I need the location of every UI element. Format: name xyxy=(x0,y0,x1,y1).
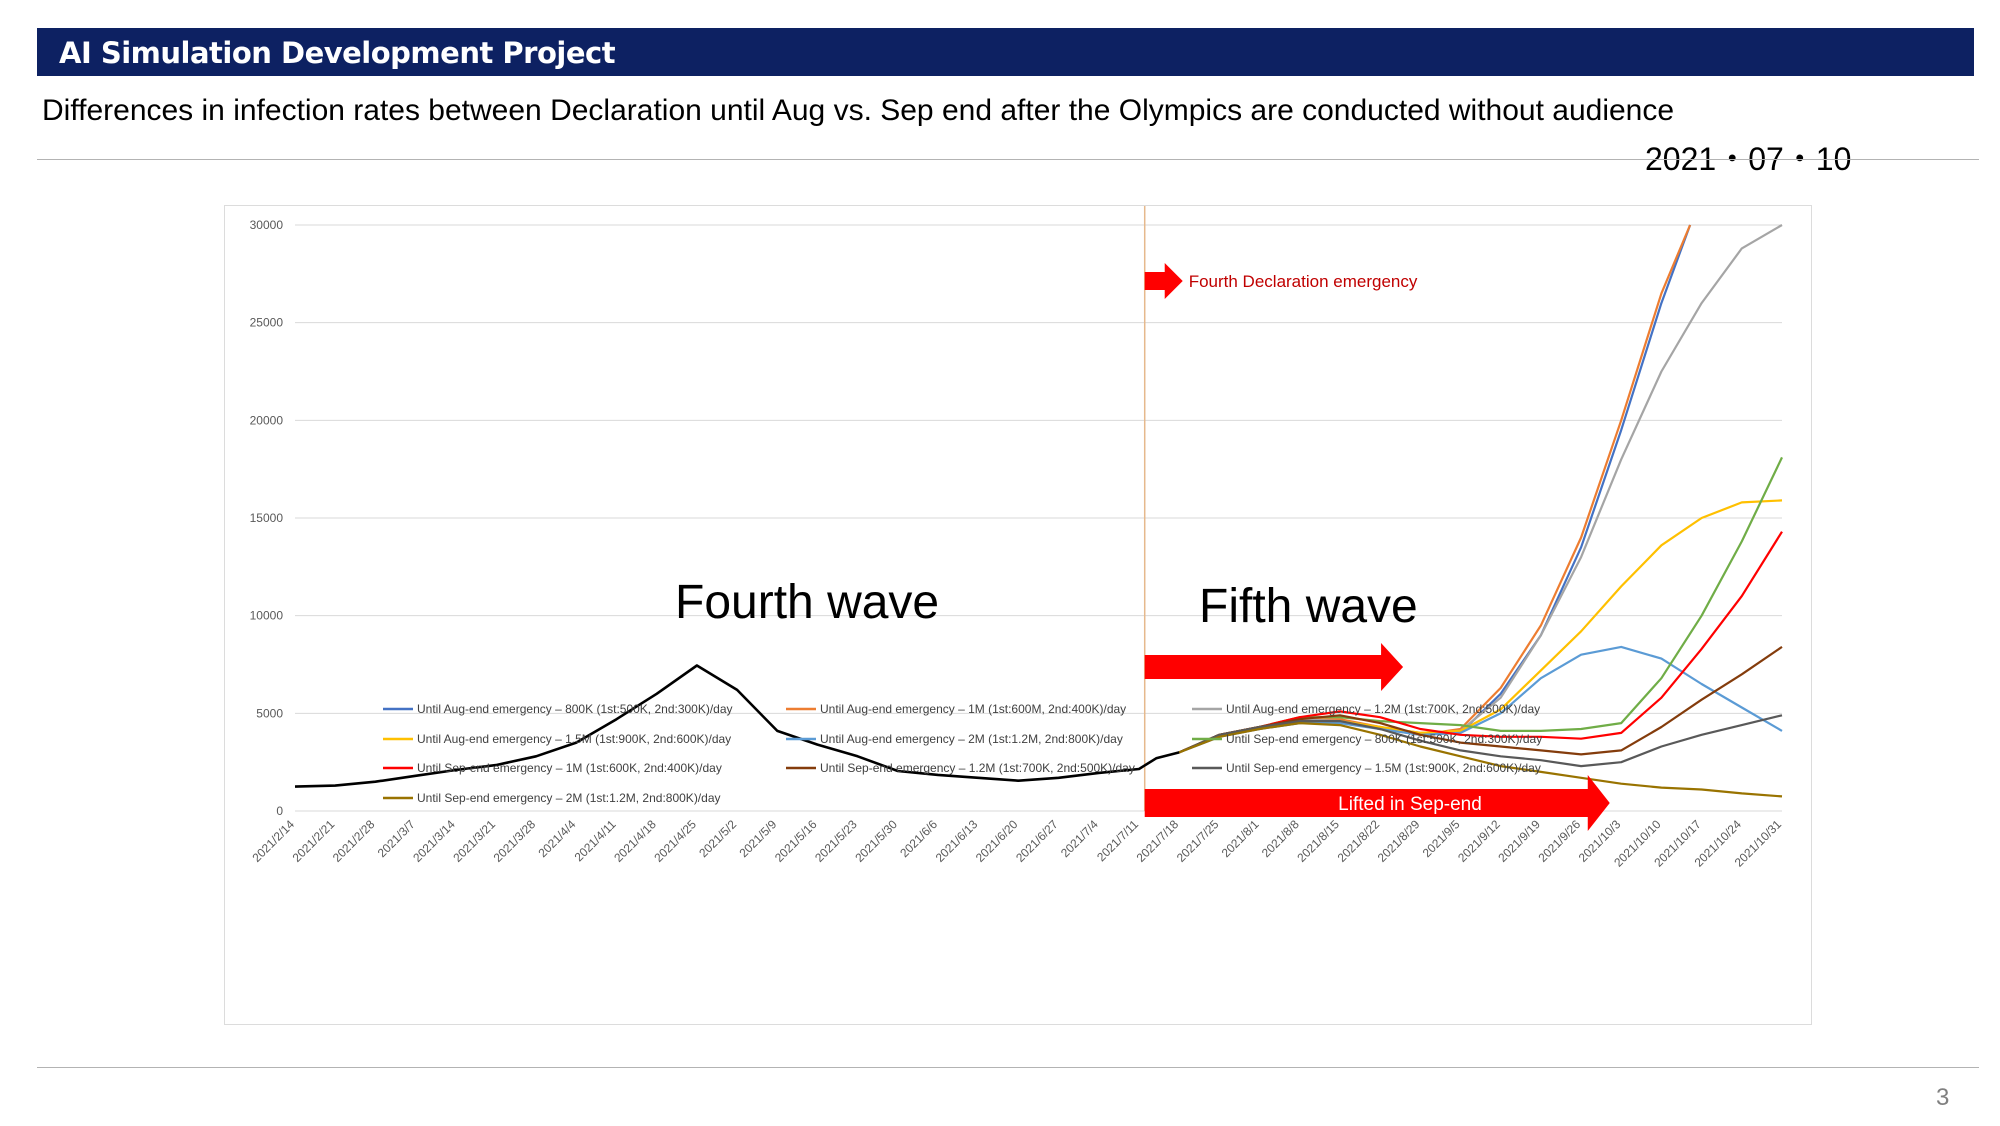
y-tick-label: 25000 xyxy=(250,316,284,330)
x-tick-label: 2021/8/29 xyxy=(1375,817,1423,865)
x-tick-label: 2021/6/27 xyxy=(1013,817,1061,865)
x-tick-label: 2021/4/18 xyxy=(611,817,659,865)
legend-label: Until Aug-end emergency – 1.5M (1st:900K… xyxy=(417,732,731,746)
top-divider xyxy=(37,159,1979,160)
lifted-arrow xyxy=(1144,775,1610,831)
x-tick-label: 2021/2/14 xyxy=(249,817,297,865)
lifted-label: Lifted in Sep-end xyxy=(1338,794,1482,815)
header-title: AI Simulation Development Project xyxy=(59,36,616,70)
series-line-9 xyxy=(1178,714,1783,768)
legend-label: Until Sep-end emergency – 800K (1st:500K… xyxy=(1226,732,1542,746)
x-tick-label: 2021/8/1 xyxy=(1219,817,1262,860)
x-tick-label: 2021/9/26 xyxy=(1536,817,1584,865)
y-tick-label: 5000 xyxy=(256,706,283,720)
fourth-wave-label: Fourth wave xyxy=(675,576,939,629)
chart-frame: 0 5000 10000 15000 20000 25000 30000 2021/2/14 2… xyxy=(224,205,1812,1025)
y-tick-label: 10000 xyxy=(250,609,284,623)
x-tick-label: 2021/8/15 xyxy=(1294,817,1342,865)
page-number: 3 xyxy=(1936,1084,1950,1111)
declaration-label: Fourth Declaration emergency xyxy=(1189,272,1418,291)
legend-label: Until Sep-end emergency – 1M (1st:600K, … xyxy=(417,761,722,775)
y-tick-label: 15000 xyxy=(250,511,284,525)
legend-label: Until Aug-end emergency – 2M (1st:1.2M, … xyxy=(820,732,1123,746)
legend-label: Until Sep-end emergency – 1.2M (1st:700K… xyxy=(820,761,1135,775)
legend-label: Until Aug-end emergency – 800K (1st:500K… xyxy=(417,702,733,716)
y-tick-label: 0 xyxy=(276,804,283,818)
x-tick-label: 2021/9/12 xyxy=(1455,817,1503,865)
legend-label: Until Sep-end emergency – 1.5M (1st:900K… xyxy=(1226,761,1541,775)
x-tick-label: 2021/4/25 xyxy=(651,817,699,865)
legend-label: Until Aug-end emergency – 1.2M (1st:700K… xyxy=(1226,702,1540,716)
fifth-wave-arrow xyxy=(1144,643,1404,691)
infection-chart: 0500010000150002000025000300002021/2/142… xyxy=(249,206,1784,870)
x-tick-label: 2021/9/19 xyxy=(1495,817,1543,865)
x-tick-label: 2021/3/21 xyxy=(450,817,498,865)
x-tick-label: 2021/5/16 xyxy=(772,817,820,865)
x-tick-label: 2021/3/28 xyxy=(491,817,539,865)
y-tick-label: 30000 xyxy=(250,218,284,232)
x-tick-label: 2021/5/2 xyxy=(696,817,739,860)
x-tick-label: 2021/7/25 xyxy=(1174,817,1222,865)
fifth-wave-label: Fifth wave xyxy=(1199,580,1418,633)
x-tick-label: 2021/6/20 xyxy=(973,817,1021,865)
slide-subtitle: Differences in infection rates between D… xyxy=(42,94,1675,127)
x-tick-label: 2021/8/22 xyxy=(1335,817,1383,865)
x-tick-label: 2021/2/21 xyxy=(290,817,338,865)
actual-cases-line xyxy=(294,664,1180,788)
declaration-arrow xyxy=(1144,263,1183,299)
header-bar: AI Simulation Development Project xyxy=(37,28,1974,76)
x-tick-label: 2021/2/28 xyxy=(330,817,378,865)
x-tick-label: 2021/7/18 xyxy=(1134,817,1182,865)
x-tick-label: 2021/5/30 xyxy=(852,817,900,865)
x-tick-label: 2021/5/23 xyxy=(812,817,860,865)
legend-label: Until Sep-end emergency – 2M (1st:1.2M, … xyxy=(417,791,721,805)
x-tick-label: 2021/3/14 xyxy=(410,817,458,865)
x-tick-label: 2021/4/11 xyxy=(572,817,619,864)
legend-label: Until Aug-end emergency – 1M (1st:600M, … xyxy=(820,702,1126,716)
y-tick-label: 20000 xyxy=(250,413,284,427)
x-tick-label: 2021/6/13 xyxy=(933,817,981,865)
slide-date: 2021・07・10 xyxy=(1645,141,1852,177)
series-line-10 xyxy=(1178,722,1783,798)
bottom-divider xyxy=(37,1067,1979,1068)
x-tick-label: 2021/7/11 xyxy=(1094,817,1141,864)
